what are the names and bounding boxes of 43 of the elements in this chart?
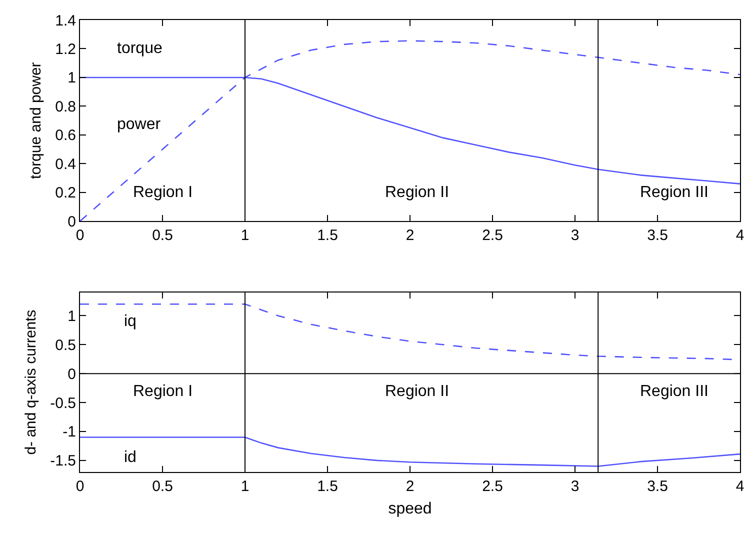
x-tick-label: 2.5 [482,478,503,495]
x-tick-label: 4 [736,478,744,495]
y-tick-label: -1 [62,424,76,441]
x-tick-label: 2.5 [482,227,503,244]
x-tick-label: 0.5 [152,227,173,244]
y-tick-label: 1 [68,70,76,87]
x-tick-label: 1 [240,227,250,244]
y-axis-title: torque and power [27,62,44,179]
y-tick-label: 0 [68,213,76,230]
y-tick-label: 0.5 [55,336,76,354]
x-tick-label: 3.5 [647,227,668,244]
y-tick-label: -1.5 [50,452,76,470]
annotation: Region III [640,383,708,400]
annotation: Region III [640,184,708,201]
x-tick-label: 3 [570,227,580,244]
annotation: Region II [385,184,450,201]
x-tick-label: 2 [406,227,414,244]
x-tick-label: 1.5 [317,478,338,495]
annotation: Region I [133,383,193,400]
x-tick-label: 2 [406,478,414,495]
x-tick-label: 4 [736,227,744,244]
x-tick-label: 0.5 [152,478,173,495]
x-tick-label: 3 [570,478,580,495]
y-tick-label: 0 [68,366,76,383]
annotation: torque [117,40,162,57]
annotation: Region II [385,383,450,400]
y-tick-label: 0.2 [55,184,76,202]
annotation: iq [124,313,136,330]
y-tick-label: 0.4 [55,156,76,173]
y-tick-label: -0.5 [50,394,76,412]
y-tick-label: 0.6 [55,127,76,144]
y-tick-label: 1.4 [55,12,76,30]
x-tick-label: 1 [240,478,250,495]
annotation: Region I [133,184,193,201]
y-tick-label: 0.8 [55,98,76,116]
x-axis-title: speed [388,500,432,518]
y-tick-label: 1.2 [55,40,76,58]
x-tick-label: 1.5 [317,227,338,244]
y-tick-label: 1 [68,308,76,325]
x-tick-label: 3.5 [647,478,668,495]
annotation: power [117,116,162,133]
annotation: id [124,449,136,466]
y-axis-title: d- and q-axis currents [22,310,40,455]
